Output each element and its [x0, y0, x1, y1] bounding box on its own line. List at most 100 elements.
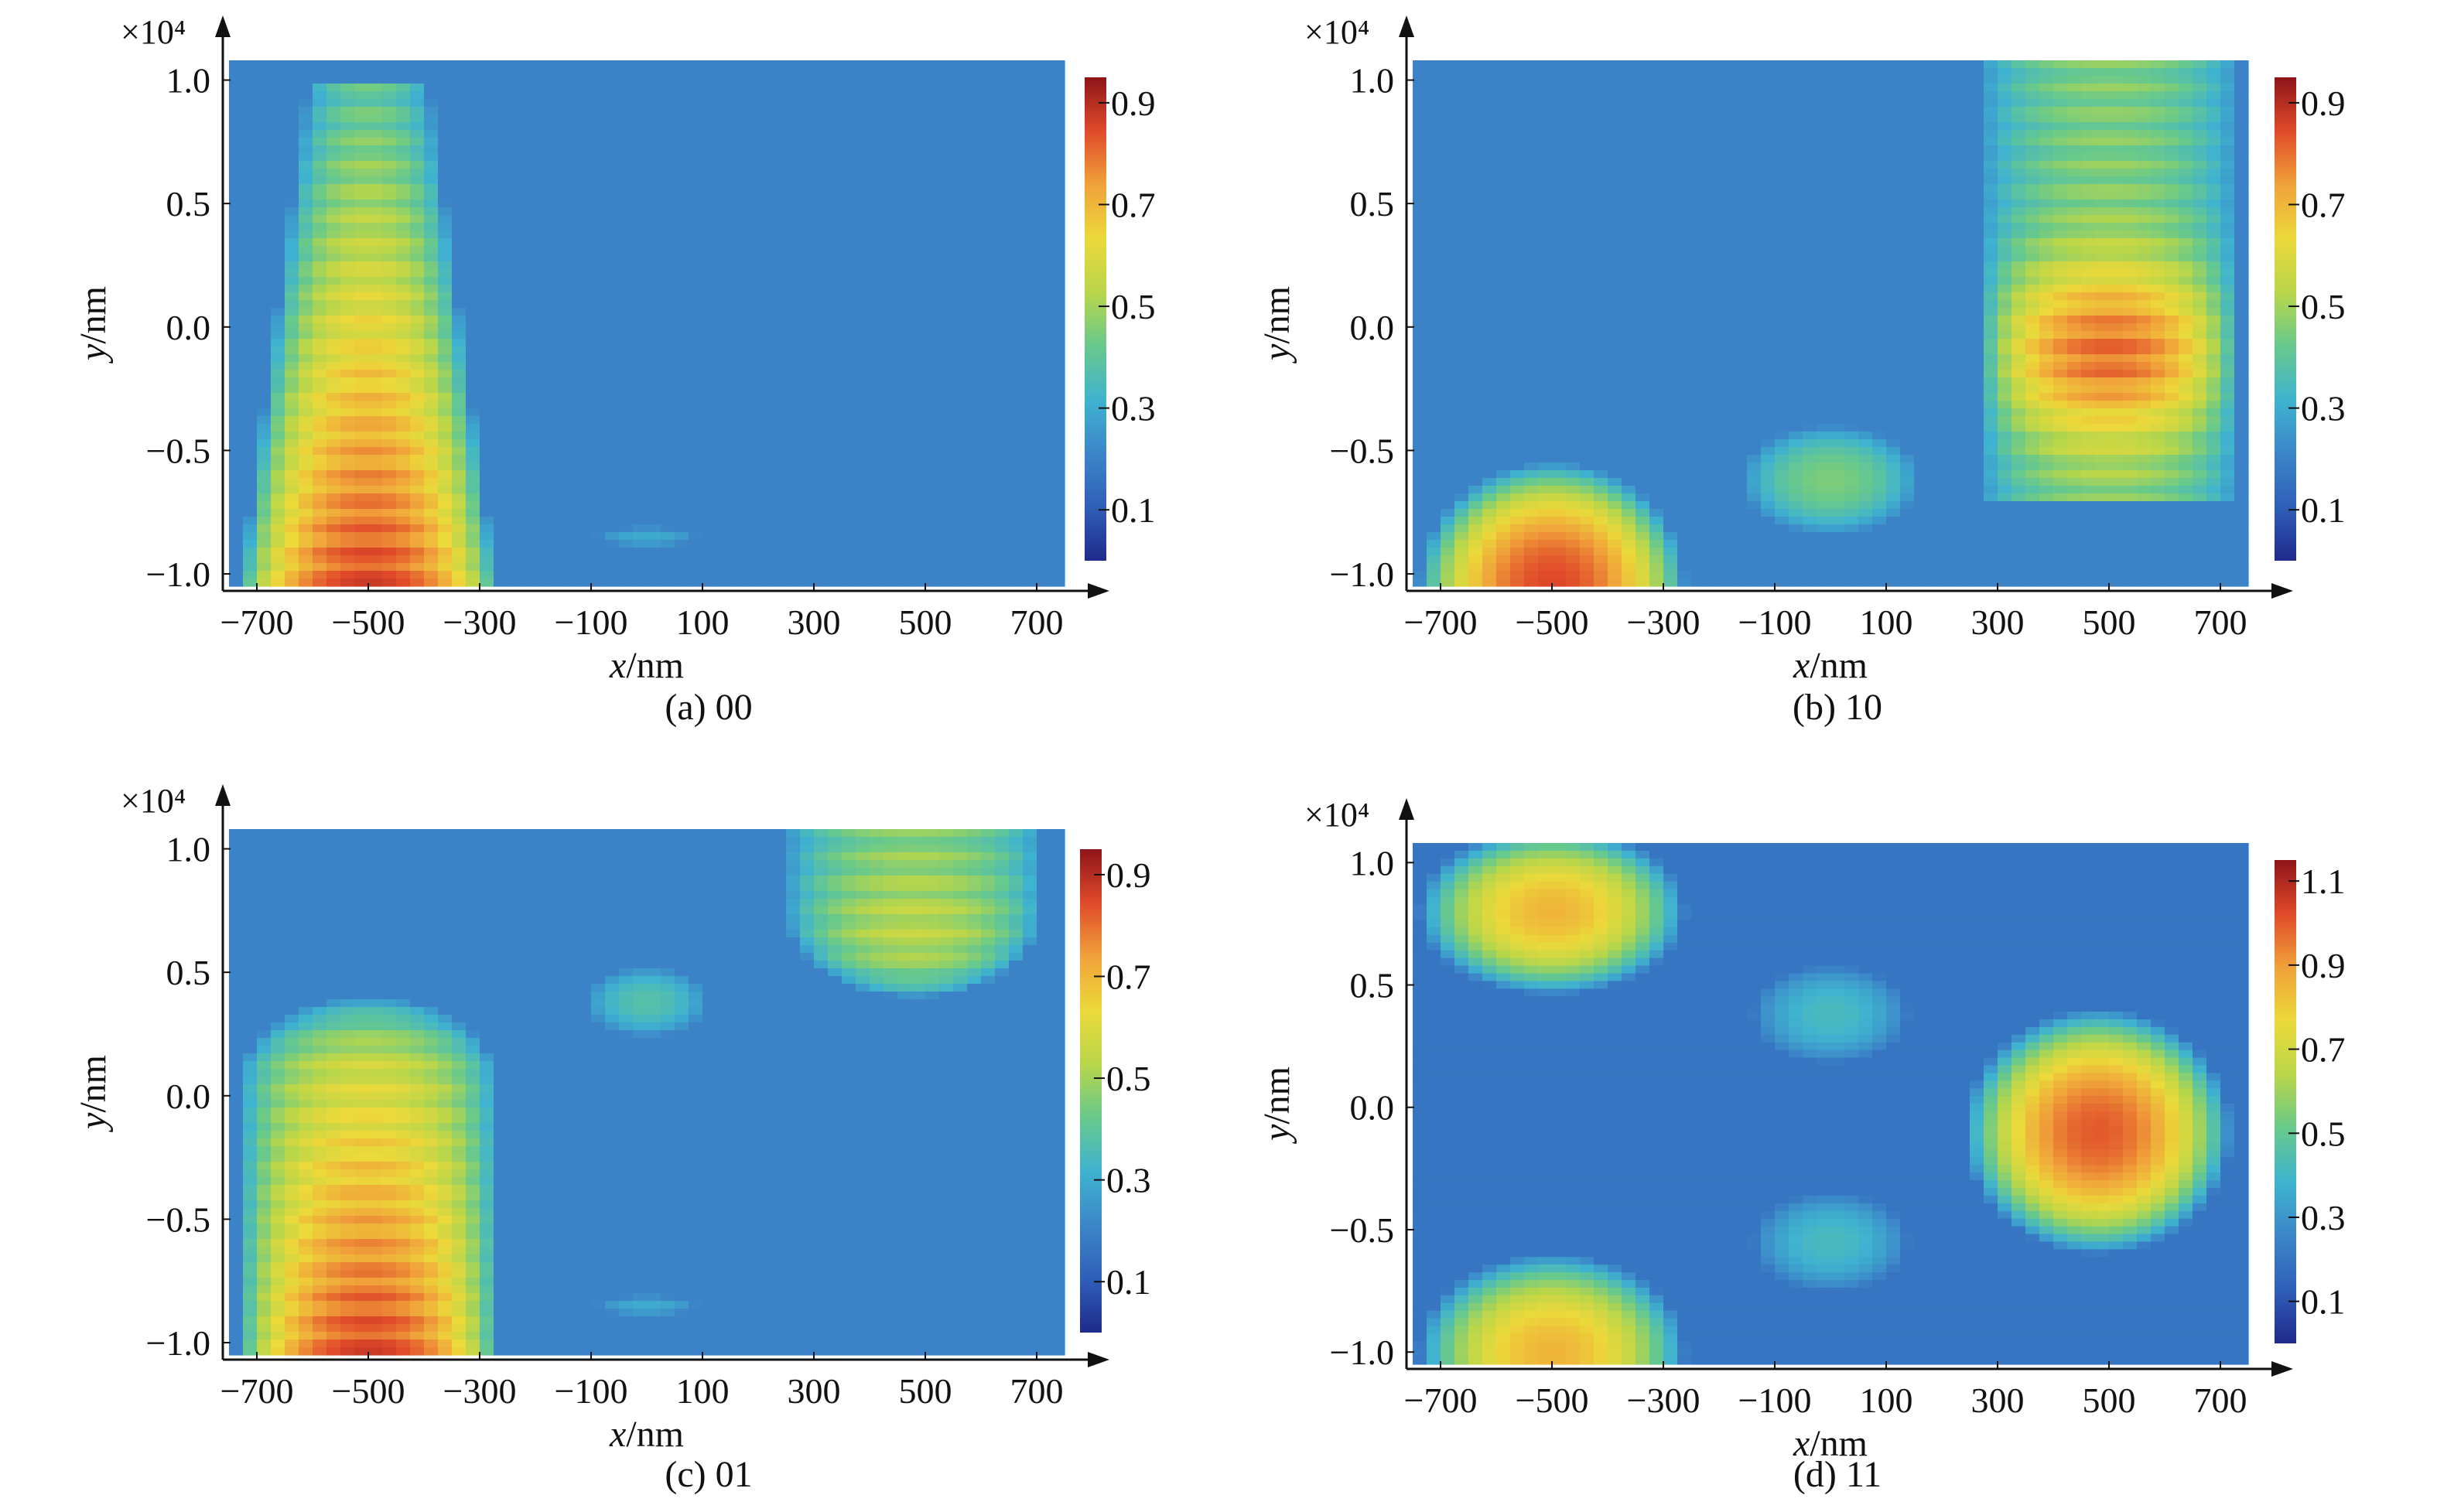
heatmap-cell: [1942, 122, 1957, 131]
heatmap-cell: [229, 393, 244, 401]
heatmap-cell: [939, 447, 954, 456]
heatmap-cell: [243, 269, 258, 278]
heatmap-cell: [953, 339, 968, 347]
heatmap-cell: [1051, 107, 1065, 115]
heatmap-cell: [549, 540, 564, 548]
heatmap-cell: [229, 555, 244, 564]
heatmap-cell: [1733, 84, 1748, 92]
heatmap-cell: [243, 192, 258, 200]
heatmap-cell: [535, 377, 550, 386]
heatmap-cell: [257, 145, 272, 154]
heatmap-cell: [466, 130, 480, 138]
heatmap-cell: [1566, 169, 1581, 177]
heatmap-cell: [257, 161, 272, 169]
heatmap-cell: [1789, 60, 1803, 69]
heatmap-cell: [911, 277, 926, 285]
heatmap-cell: [1037, 184, 1051, 193]
heatmap-cell: [229, 323, 244, 332]
heatmap-cell: [800, 424, 815, 432]
heatmap-cell: [661, 122, 675, 131]
heatmap-cell: [494, 138, 508, 146]
heatmap-cell: [981, 370, 996, 378]
heatmap-cell: [605, 339, 620, 347]
heatmap-cell: [494, 563, 508, 572]
heatmap-cell: [1427, 145, 1441, 154]
heatmap-cell: [438, 246, 453, 254]
heatmap-cell: [911, 215, 926, 224]
heatmap-cell: [438, 447, 453, 456]
heatmap-cell: [480, 362, 494, 370]
heatmap-cell: [340, 493, 355, 502]
heatmap-cell: [967, 548, 982, 556]
heatmap-cell: [494, 122, 508, 131]
heatmap-cell: [271, 501, 285, 510]
heatmap-cell: [354, 153, 369, 162]
heatmap-cell: [897, 323, 912, 332]
heatmap-cell: [326, 323, 341, 332]
heatmap-cell: [661, 184, 675, 193]
heatmap-cell: [1942, 153, 1957, 162]
heatmap-cell: [2137, 68, 2152, 77]
heatmap-cell: [1747, 84, 1762, 92]
heatmap-cell: [661, 145, 675, 154]
heatmap-cell: [1510, 68, 1525, 77]
heatmap-cell: [1775, 60, 1789, 69]
heatmap-cell: [494, 223, 508, 231]
heatmap-cell: [466, 285, 480, 293]
heatmap-cell: [326, 377, 341, 386]
heatmap-cell: [716, 176, 731, 185]
heatmap-cell: [271, 540, 285, 548]
heatmap-cell: [1956, 153, 1970, 162]
heatmap-cell: [1914, 114, 1929, 123]
heatmap-cell: [354, 354, 369, 363]
heatmap-cell: [1747, 138, 1762, 146]
heatmap-cell: [354, 60, 369, 69]
heatmap-cell: [229, 192, 244, 200]
heatmap-cell: [257, 261, 272, 270]
heatmap-cell: [967, 184, 982, 193]
heatmap-cell: [563, 362, 578, 370]
heatmap-cell: [730, 548, 745, 556]
heatmap-cell: [410, 563, 425, 572]
heatmap-cell: [466, 408, 480, 417]
heatmap-cell: [396, 238, 411, 247]
heatmap-cell: [675, 401, 689, 409]
heatmap-cell: [967, 532, 982, 541]
heatmap-cell: [786, 524, 801, 533]
heatmap-cell: [410, 207, 425, 216]
heatmap-cell: [326, 532, 341, 541]
y-tick-label: 0.0: [166, 308, 211, 347]
heatmap-cell: [995, 455, 1010, 463]
heatmap-cell: [2123, 153, 2138, 162]
heatmap-cell: [814, 346, 829, 355]
heatmap-cell: [702, 145, 717, 154]
heatmap-cell: [870, 501, 884, 510]
heatmap-cell: [494, 408, 508, 417]
heatmap-cell: [2234, 161, 2249, 169]
heatmap-cell: [716, 370, 731, 378]
heatmap-cell: [1427, 138, 1441, 146]
heatmap-cell: [828, 169, 843, 177]
heatmap-cell: [981, 540, 996, 548]
heatmap-cell: [1719, 99, 1734, 108]
heatmap-cell: [939, 200, 954, 208]
heatmap-cell: [466, 470, 480, 479]
heatmap-cell: [271, 393, 285, 401]
heatmap-cell: [480, 493, 494, 502]
heatmap-cell: [661, 439, 675, 448]
heatmap-cell: [340, 60, 355, 69]
heatmap-cell: [494, 393, 508, 401]
heatmap-cell: [591, 354, 606, 363]
heatmap-cell: [1496, 114, 1511, 123]
heatmap-cell: [744, 579, 759, 587]
heatmap-cell: [995, 122, 1010, 131]
heatmap-cell: [1037, 416, 1051, 425]
heatmap-cell: [856, 393, 870, 401]
heatmap-cell: [382, 416, 397, 425]
heatmap-cell: [2206, 84, 2221, 92]
heatmap-cell: [619, 540, 634, 548]
heatmap-cell: [285, 246, 299, 254]
heatmap-cell: [354, 84, 369, 92]
heatmap-cell: [661, 107, 675, 115]
heatmap-cell: [814, 230, 829, 239]
